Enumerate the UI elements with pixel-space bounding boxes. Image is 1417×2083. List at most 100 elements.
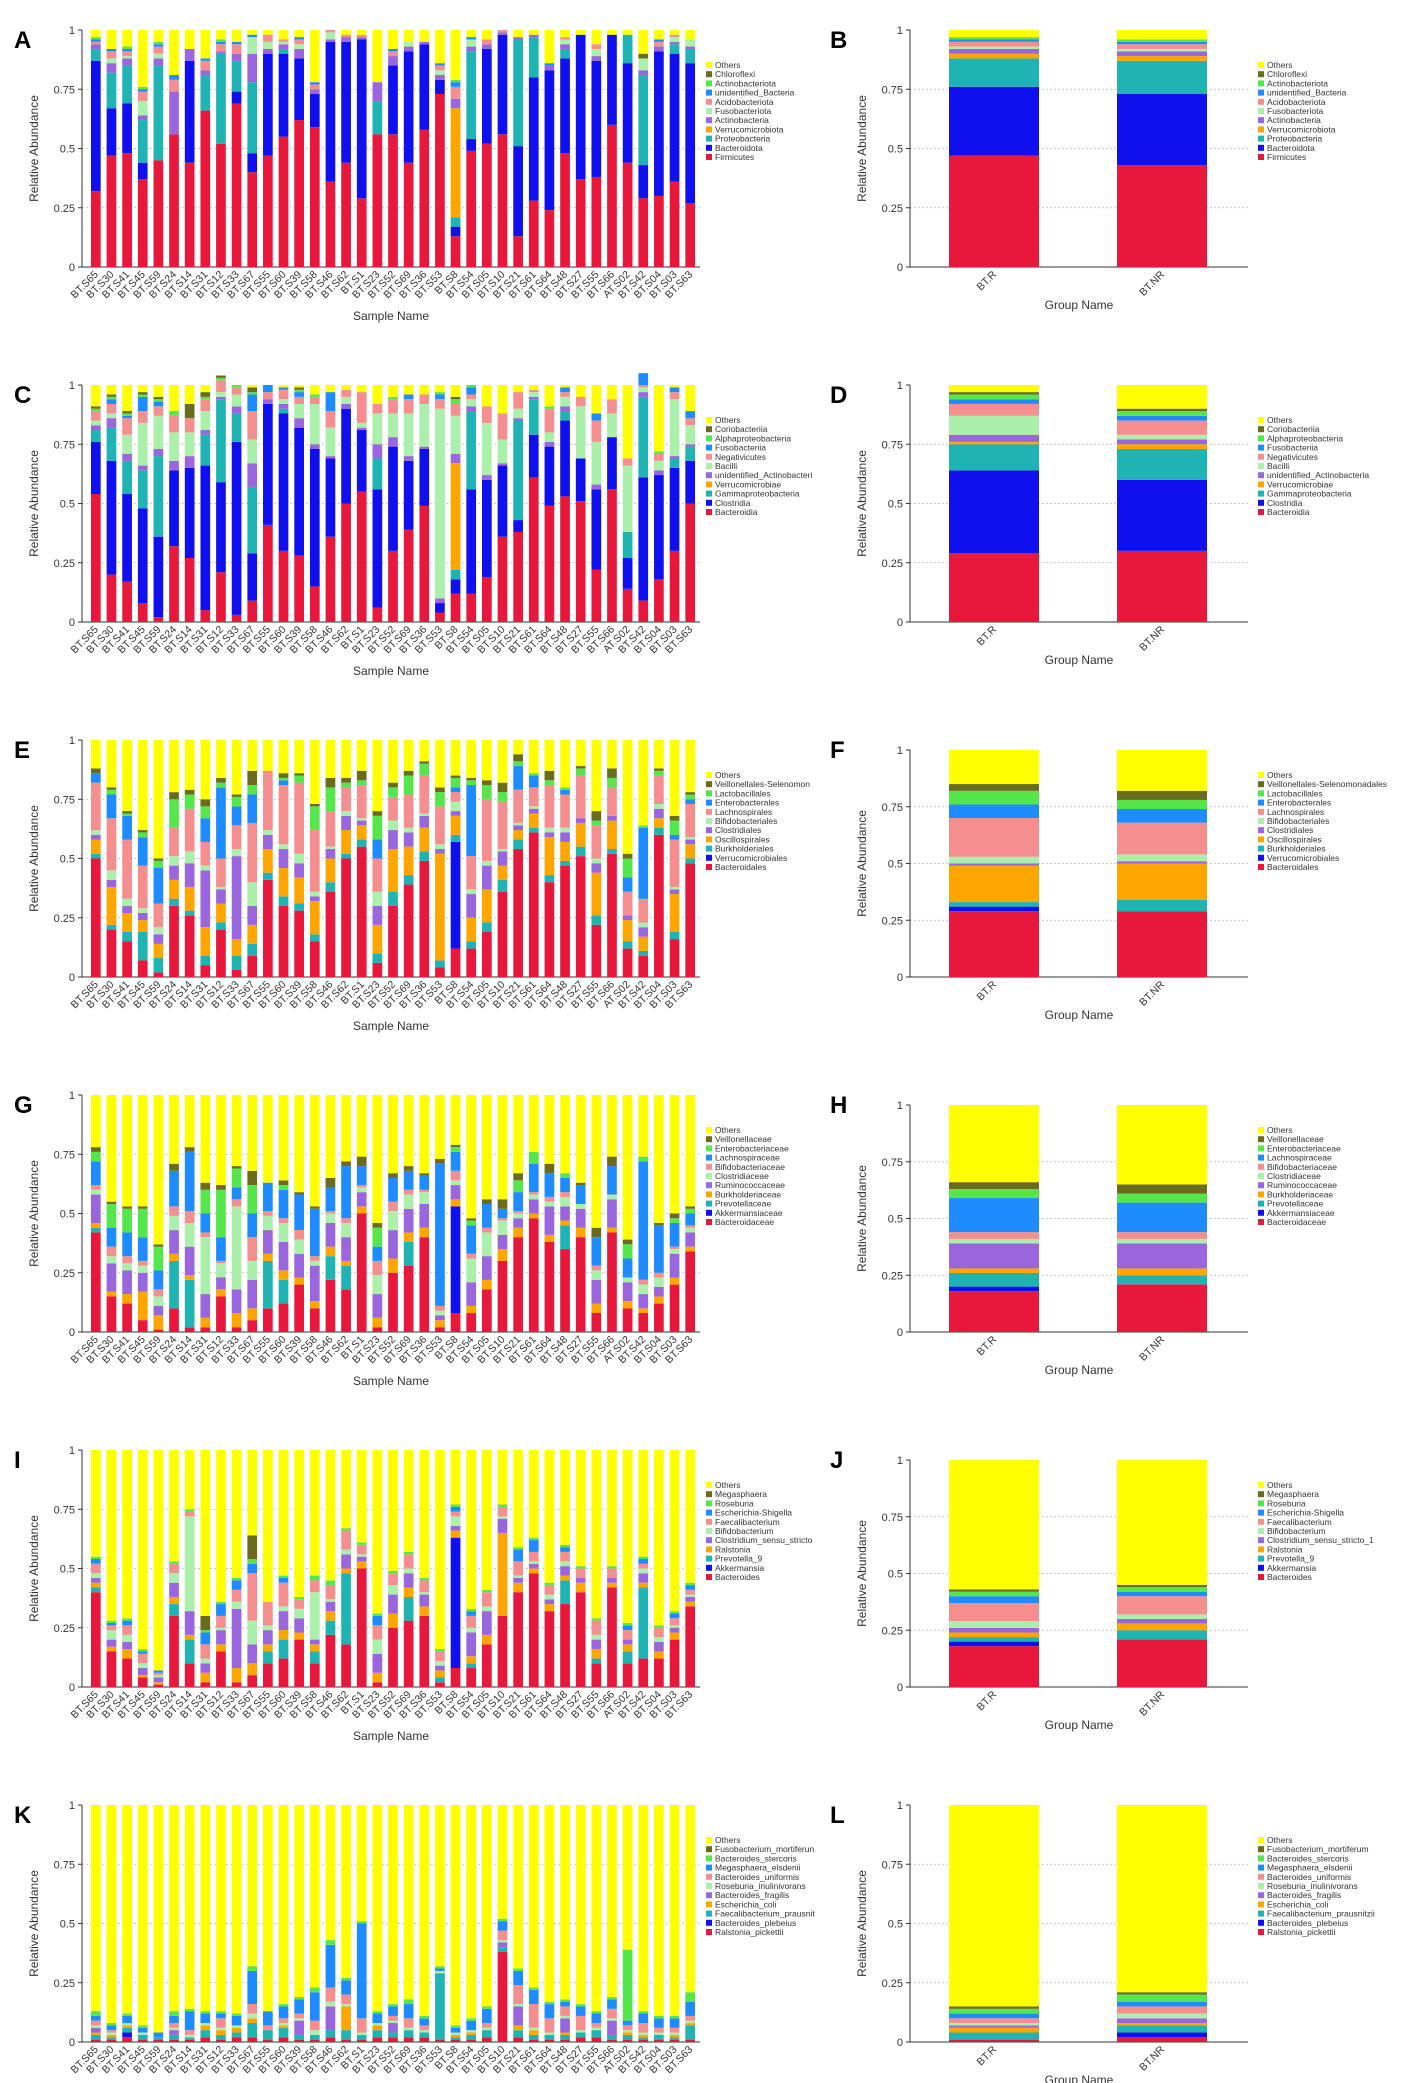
bar-segment (1117, 1591, 1207, 1597)
bar-segment (575, 2032, 586, 2038)
bar-segment (654, 195, 664, 267)
y-tick-label: 0.75 (54, 1149, 75, 1161)
bar-segment (638, 58, 649, 71)
bar-segment (403, 162, 414, 267)
bar-segment (450, 1206, 461, 1314)
bar-segment (309, 403, 320, 445)
bar-segment (153, 1677, 164, 1683)
bar-segment (1117, 790, 1207, 800)
bar-segment (435, 853, 445, 961)
bar-segment (153, 958, 164, 973)
bar-segment (513, 1985, 523, 2005)
y-tick-label: 1 (897, 1800, 903, 1812)
bar-segment (544, 1241, 555, 1332)
bar-segment (544, 441, 555, 447)
bar-segment (216, 1604, 226, 1616)
legend-entry: Others (715, 1835, 741, 1845)
bar-segment (356, 770, 367, 781)
bar-segment (544, 1234, 555, 1242)
bar-segment (184, 1279, 195, 1328)
bar-segment (137, 1653, 148, 1664)
bar-segment (513, 1970, 523, 1986)
legend-swatch (1258, 1163, 1264, 1170)
bar-segment-others (137, 30, 148, 87)
bar-segment (949, 1641, 1039, 1647)
legend-entry: Escherichia-Shigella (715, 1508, 792, 1518)
bar-segment (1117, 1623, 1207, 1631)
y-tick-label: 1 (897, 745, 903, 757)
bar-segment (497, 1947, 508, 1952)
bar-segment (513, 789, 523, 823)
bar-segment (560, 865, 570, 977)
bar-segment-others (654, 1095, 664, 1223)
bar-segment (106, 427, 117, 461)
bar-segment-others (403, 1450, 414, 1552)
bar-segment (591, 1663, 602, 1687)
bar-segment (137, 115, 148, 121)
bar-segment-others (528, 1805, 539, 1988)
bar-segment (575, 856, 586, 977)
legend-swatch (706, 1219, 712, 1225)
bar-segment (388, 413, 398, 438)
bar-segment (949, 790, 1039, 805)
bar-segment (216, 2013, 226, 2019)
legend-entry: Clostridiales (715, 825, 761, 835)
bar-segment (90, 1563, 101, 1574)
bar-segment (184, 1516, 195, 1612)
bar-segment (200, 110, 211, 267)
bar-segment (560, 1547, 570, 1552)
bar-segment (685, 2025, 696, 2040)
legend-entry: Firmicutes (1267, 152, 1306, 162)
x-axis-label: Group Name (1045, 1008, 1114, 1022)
bar-segment-others (137, 1450, 148, 1650)
bar-segment (356, 820, 367, 826)
legend-swatch (706, 1564, 712, 1571)
x-tick-label: BT.NR (1137, 978, 1167, 1008)
bar-segment (278, 2025, 289, 2028)
bar-segment-others (622, 30, 633, 35)
y-axis-label: Relative Abundance (27, 1160, 41, 1267)
bar-segment-others (513, 1805, 523, 1969)
bar-segment (356, 427, 367, 431)
bar-segment (403, 1620, 414, 1687)
bar-segment (341, 389, 351, 397)
bar-segment (638, 373, 649, 385)
bar-segment (137, 1208, 148, 1238)
bar-segment (575, 1566, 586, 1569)
bar-segment (403, 794, 414, 828)
legend-entry: Clostridiaceae (1267, 1171, 1321, 1181)
bar-segment (497, 801, 508, 850)
bar-segment (685, 1582, 696, 1586)
bar-segment (607, 777, 617, 788)
bar-segment-others (481, 1805, 492, 2007)
bar-segment (949, 392, 1039, 395)
legend-swatch (1258, 1182, 1264, 1189)
bar-segment (544, 1196, 555, 1202)
bar-segment-others (466, 1805, 477, 2019)
bar-segment (419, 2030, 430, 2033)
bar-segment-others (481, 1095, 492, 1200)
bar-segment (638, 1568, 649, 1574)
legend: OthersFusobacterium_mortiferumBacteroide… (1258, 1835, 1375, 1937)
bar-segment (450, 2032, 461, 2035)
bar-segment (122, 2015, 132, 2024)
bar-segment (122, 815, 132, 840)
bar-segment (544, 875, 555, 883)
bar-segment (560, 387, 570, 393)
legend: OthersVeillonellaceaeEnterobacteriaceaeL… (1258, 1125, 1341, 1227)
bar-segment (528, 434, 539, 478)
bar-segment (481, 48, 492, 144)
bar-segment (153, 44, 164, 47)
legend-entry: Fusobacterium_mortiferun (715, 1844, 814, 1854)
bar-segment (654, 460, 664, 471)
bar-segment (231, 385, 242, 388)
bar-segment (309, 93, 320, 128)
bar-segment (153, 927, 164, 935)
bar-segment (356, 839, 367, 847)
bar-segment (575, 2030, 586, 2033)
bar-segment (435, 1305, 445, 1311)
bar-segment (544, 2032, 555, 2035)
bar-segment (341, 1644, 351, 1687)
